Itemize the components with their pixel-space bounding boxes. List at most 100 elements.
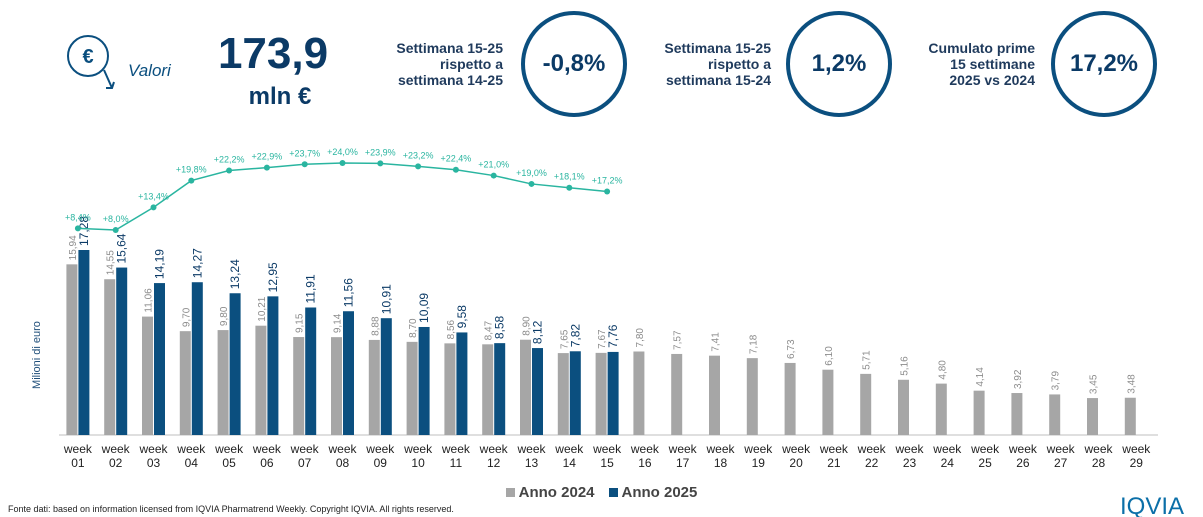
growth-point	[301, 161, 308, 168]
x-tick-label: week 11	[441, 442, 470, 470]
x-tick-label: week 13	[517, 442, 546, 470]
value-label: 7,82	[568, 324, 582, 348]
growth-point	[339, 160, 346, 166]
growth-label: +8,0%	[103, 214, 129, 224]
value-label: 8,12	[531, 320, 545, 344]
bar	[179, 331, 191, 435]
growth-point	[377, 160, 384, 167]
bar	[520, 339, 531, 435]
growth-label: +21,0%	[478, 160, 509, 170]
value-label: 3,45	[1089, 374, 1100, 394]
x-tick-label: week 06	[252, 442, 281, 470]
legend-item: Anno 2025	[608, 484, 697, 501]
x-tick-label: week 10	[404, 442, 433, 470]
value-label: 3,48	[1126, 374, 1137, 394]
bar	[973, 390, 985, 435]
value-label: 7,67	[597, 329, 608, 349]
bar	[255, 325, 267, 435]
bar	[898, 379, 909, 435]
bar	[217, 330, 229, 435]
x-tick-label: week 04	[177, 442, 206, 470]
kpi-label: Valori	[128, 61, 172, 80]
growth-label: +23,9%	[365, 147, 396, 157]
card-label: Settimana 15-25 rispetto a settimana 15-…	[664, 40, 771, 88]
value-label: 13,24	[228, 259, 242, 289]
bar	[418, 326, 430, 435]
value-label: 4,14	[975, 367, 986, 387]
growth-point	[415, 163, 422, 170]
value-label: 14,19	[153, 249, 167, 279]
card-value: 17,2%	[1051, 11, 1157, 117]
growth-point	[188, 177, 195, 184]
bar	[444, 343, 456, 435]
value-label: 8,70	[408, 318, 419, 338]
x-tick-label: week 05	[215, 442, 244, 470]
value-label: 5,16	[900, 356, 911, 376]
growth-point	[226, 167, 233, 174]
value-label: 15,64	[115, 233, 129, 263]
growth-point	[74, 225, 81, 232]
growth-point	[528, 180, 535, 187]
x-tick-label: week 19	[744, 442, 773, 470]
value-label: 11,91	[304, 274, 318, 303]
x-tick-label: week 27	[1046, 442, 1075, 470]
bar	[709, 355, 720, 435]
x-tick-label: week 08	[328, 442, 357, 470]
value-label: 9,70	[181, 307, 192, 327]
card-label: Settimana 15-25 rispetto a settimana 14-…	[396, 40, 503, 88]
bar	[935, 383, 947, 435]
value-label: 8,90	[522, 316, 533, 336]
growth-label: +18,1%	[554, 172, 585, 182]
growth-point	[490, 172, 497, 179]
x-tick-label: week 09	[366, 442, 395, 470]
growth-point	[452, 166, 459, 173]
value-label: 7,57	[673, 330, 684, 350]
value-label: 10,21	[257, 296, 268, 321]
bar	[557, 353, 569, 435]
footer: Fonte dati: based on information license…	[8, 504, 454, 514]
kpi-unit: mln €	[249, 83, 312, 110]
growth-point	[112, 227, 119, 233]
bar	[532, 348, 543, 435]
x-tick-label: week 20	[782, 442, 811, 470]
bar	[104, 279, 116, 435]
bar	[116, 267, 128, 435]
x-tick-label: week 23	[895, 442, 924, 470]
x-tick-label: week 21	[819, 442, 848, 470]
growth-label: +17,2%	[592, 175, 623, 185]
legend: Anno 2024 Anno 2025	[0, 484, 1203, 501]
value-label: 3,92	[1013, 369, 1024, 389]
bar	[229, 293, 241, 435]
bar	[456, 332, 468, 435]
x-tick-label: week 22	[857, 442, 886, 470]
bar	[380, 318, 392, 435]
bar	[293, 337, 305, 435]
bar	[154, 283, 165, 435]
value-label: 7,18	[748, 334, 759, 354]
bar	[482, 344, 494, 435]
value-label: 15,94	[68, 235, 79, 260]
x-tick-label: week 01	[63, 442, 92, 470]
x-tick-label: week 18	[706, 442, 735, 470]
bar	[305, 307, 317, 435]
x-tick-label: week 25	[971, 442, 1000, 470]
bar	[595, 352, 607, 435]
value-label: 11,56	[342, 278, 356, 307]
legend-swatch	[505, 488, 515, 497]
x-tick-label: week 24	[933, 442, 962, 470]
bar	[633, 351, 645, 435]
growth-label: +23,2%	[403, 150, 434, 160]
bar	[1124, 397, 1136, 435]
value-label: 10,91	[379, 284, 393, 314]
value-label: 9,58	[455, 305, 469, 329]
x-tick-label: week 26	[1008, 442, 1037, 470]
bar	[406, 341, 418, 435]
value-label: 4,80	[937, 360, 948, 380]
value-label: 6,73	[786, 339, 797, 359]
legend-label: Anno 2024	[518, 484, 595, 501]
bar	[494, 343, 506, 435]
value-label: 17,28	[77, 216, 91, 246]
legend-swatch	[608, 488, 618, 497]
x-tick-label: week 07	[290, 442, 319, 470]
bar	[784, 362, 796, 435]
